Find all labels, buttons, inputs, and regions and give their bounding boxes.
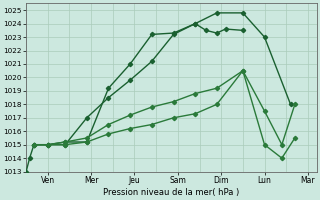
X-axis label: Pression niveau de la mer( hPa ): Pression niveau de la mer( hPa ) — [103, 188, 239, 197]
